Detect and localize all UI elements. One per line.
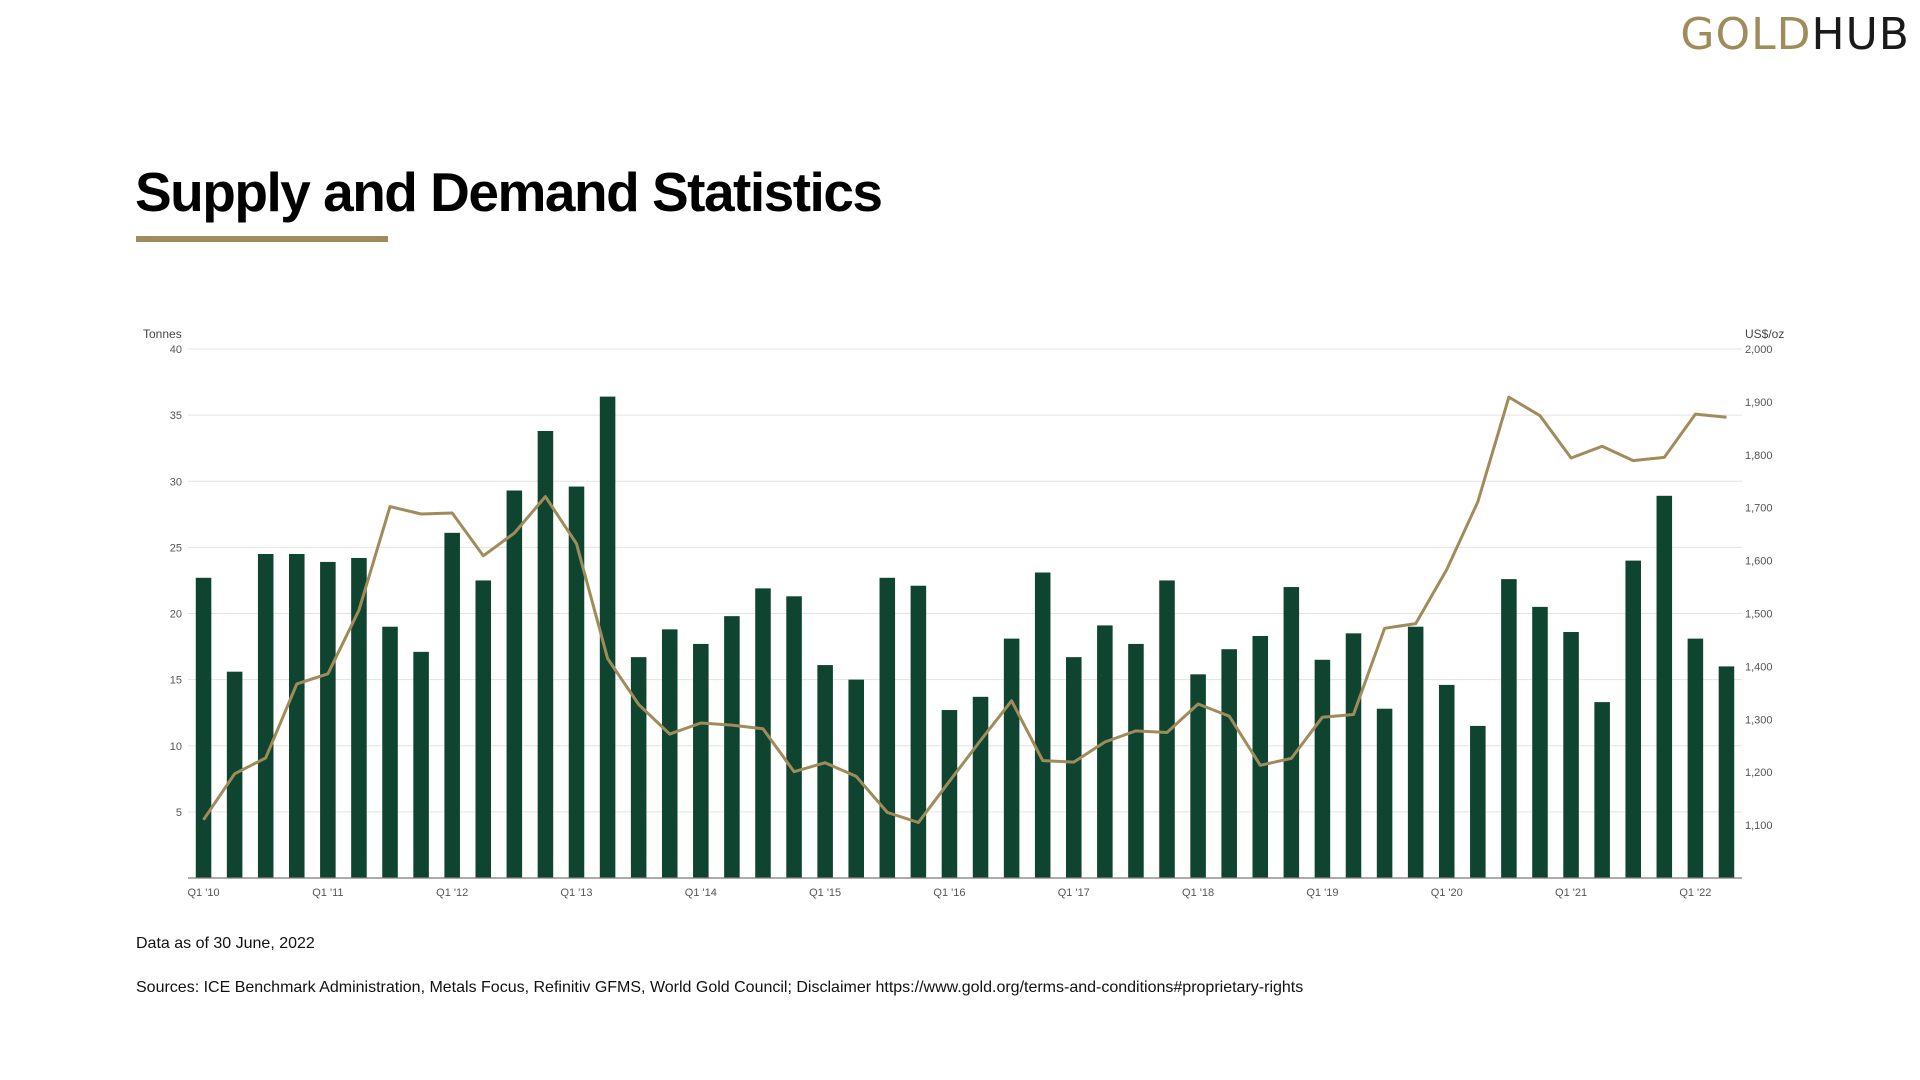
bar: [444, 532, 460, 878]
right-tick-label: 2,000: [1745, 344, 1773, 356]
data-as-of-note: Data as of 30 June, 2022: [136, 935, 315, 952]
bar: [1252, 635, 1269, 878]
bar: [568, 486, 585, 878]
bar: [475, 580, 492, 878]
right-tick-label: 1,700: [1745, 503, 1773, 515]
bar: [1283, 587, 1300, 878]
left-tick-label: 10: [170, 741, 182, 753]
bar: [1563, 632, 1579, 878]
x-tick-label: Q1 '21: [1555, 887, 1587, 899]
bar: [1656, 495, 1673, 878]
bar: [630, 657, 647, 878]
bar: [848, 679, 864, 878]
bar: [537, 430, 554, 878]
bar: [879, 577, 896, 878]
x-tick-label: Q1 '13: [560, 887, 592, 899]
left-tick-label: 35: [170, 410, 182, 422]
bar: [1034, 572, 1051, 878]
right-tick-label: 1,100: [1745, 820, 1773, 832]
bar: [1003, 638, 1020, 878]
left-tick-label: 15: [170, 675, 182, 687]
bar: [1345, 633, 1362, 878]
x-tick-label: Q1 '17: [1058, 887, 1090, 899]
bar: [1407, 626, 1424, 878]
bar: [1718, 666, 1735, 878]
bar: [1066, 657, 1082, 878]
logo-hub-text: HUB: [1811, 9, 1910, 60]
x-tick-label: Q1 '14: [685, 887, 717, 899]
x-tick-label: Q1 '11: [312, 887, 343, 899]
bar: [1594, 702, 1610, 878]
x-tick-label: Q1 '15: [809, 887, 841, 899]
right-tick-label: 1,600: [1745, 556, 1773, 568]
bar: [1190, 674, 1206, 878]
page-title: Supply and Demand Statistics: [135, 161, 883, 223]
bar: [257, 553, 274, 878]
bar: [1687, 638, 1704, 878]
x-tick-label: Q1 '18: [1182, 887, 1214, 899]
bar: [724, 616, 740, 878]
x-tick-label: Q1 '22: [1679, 887, 1711, 899]
right-tick-label: 1,500: [1745, 609, 1773, 621]
bar: [289, 553, 305, 878]
right-tick-label: 1,900: [1745, 397, 1773, 409]
right-tick-label: 1,400: [1745, 661, 1773, 673]
bar: [1376, 708, 1393, 878]
left-tick-label: 30: [170, 476, 182, 488]
x-tick-label: Q1 '10: [188, 887, 220, 899]
bar: [413, 651, 429, 878]
x-tick-label: Q1 '19: [1306, 887, 1338, 899]
bar: [382, 626, 398, 878]
bar: [755, 588, 771, 878]
goldhub-logo[interactable]: GOLDHUB: [1680, 10, 1910, 60]
x-tick-label: Q1 '12: [436, 887, 468, 899]
bar: [599, 396, 616, 878]
left-axis-unit: Tonnes: [143, 327, 182, 341]
x-tick-label: Q1 '16: [933, 887, 965, 899]
bar: [1159, 580, 1175, 878]
bar: [1625, 560, 1641, 878]
bar: [1097, 625, 1113, 878]
bar: [195, 577, 212, 878]
bar: [320, 561, 336, 878]
bar: [1314, 659, 1331, 878]
title-underline: [136, 236, 388, 242]
bar: [972, 696, 989, 878]
left-tick-label: 20: [170, 609, 182, 621]
sources-note: Sources: ICE Benchmark Administration, M…: [136, 979, 1304, 996]
bar: [693, 643, 709, 878]
bar: [1532, 606, 1548, 878]
bar: [1221, 649, 1237, 878]
right-axis-unit: US$/oz: [1745, 327, 1784, 341]
bar: [1128, 643, 1144, 878]
bar: [1501, 579, 1517, 878]
bar: [817, 665, 833, 878]
bar: [786, 596, 802, 878]
bar: [351, 557, 367, 878]
left-tick-label: 25: [170, 542, 182, 554]
x-tick-label: Q1 '20: [1431, 887, 1463, 899]
right-tick-label: 1,200: [1745, 767, 1773, 779]
right-tick-label: 1,300: [1745, 714, 1773, 726]
left-tick-label: 40: [170, 344, 182, 356]
bar: [506, 490, 523, 878]
left-tick-label: 5: [176, 807, 182, 819]
bar: [1470, 725, 1486, 878]
bar: [661, 629, 678, 878]
bar: [1438, 684, 1455, 878]
logo-gold-text: GOLD: [1680, 9, 1812, 60]
gold-price-line: [202, 395, 1727, 824]
bar: [941, 710, 958, 878]
right-tick-label: 1,800: [1745, 450, 1773, 462]
bar: [910, 585, 927, 878]
